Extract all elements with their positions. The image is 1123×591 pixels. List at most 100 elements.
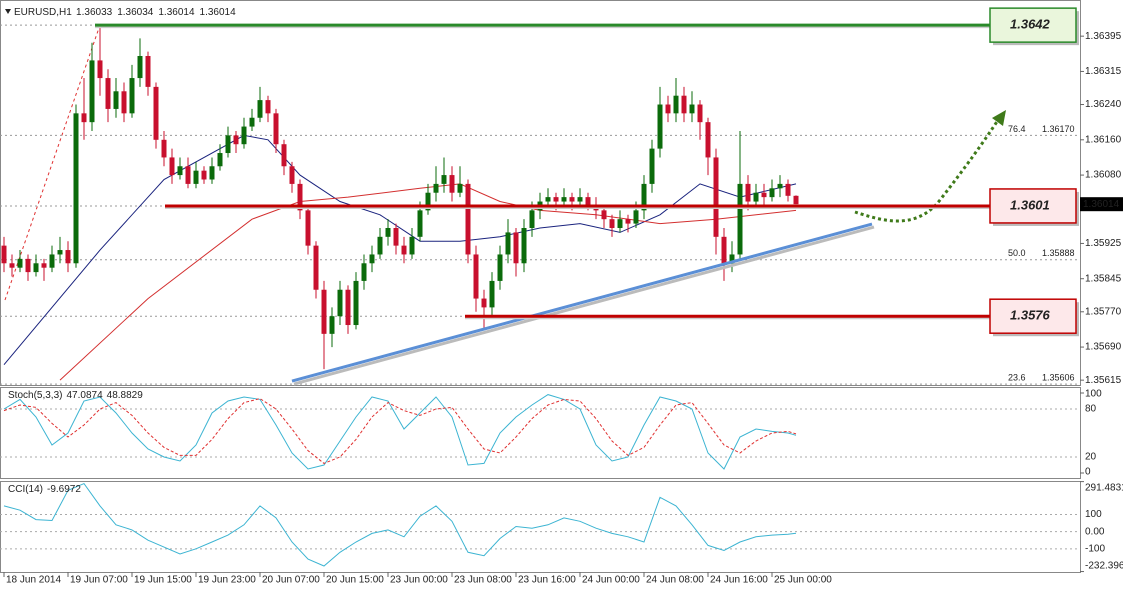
candle-body	[513, 232, 519, 264]
candle-body	[57, 250, 63, 255]
candle-body	[649, 148, 655, 184]
main-panel	[0, 0, 1081, 386]
candle-body	[481, 298, 487, 308]
candle-body	[553, 197, 559, 202]
x-tick-label: 20 Jun 15:00	[326, 575, 384, 586]
candle-body	[337, 289, 343, 317]
fib-base-line	[4, 24, 101, 301]
candle-body	[257, 100, 263, 118]
candle-body	[273, 113, 279, 145]
indicator-value: 48.8829	[107, 390, 144, 401]
candle-body	[545, 197, 551, 202]
y-tick-label: 100	[1085, 389, 1102, 400]
y-tick-label: 0	[1085, 467, 1091, 478]
candle-body	[753, 192, 759, 202]
candle-body	[41, 263, 47, 268]
candle-body	[145, 56, 151, 87]
candle-body	[505, 232, 511, 255]
candle-body	[449, 175, 455, 193]
indicator-line	[3, 482, 797, 567]
x-tick-label: 23 Jun 00:00	[390, 575, 448, 586]
candle-body	[73, 113, 79, 264]
header-price: 1.36033	[76, 7, 113, 18]
indicator-value: -9.6972	[47, 484, 81, 495]
menu-arrow[interactable]	[5, 9, 11, 14]
candle-body	[361, 263, 367, 281]
candle-body	[761, 192, 767, 198]
current-price: 1.36014	[1083, 199, 1120, 210]
candle-body	[225, 135, 231, 154]
y-tick-label: 1.35770	[1085, 306, 1122, 317]
x-tick-label: 24 Jun 00:00	[582, 575, 640, 586]
indicator-title: Stoch(5,3,3) 47.0874 48.8829	[8, 390, 143, 401]
candle-body	[161, 139, 167, 158]
candle-body	[737, 183, 743, 255]
x-tick-label: 19 Jun 23:00	[198, 575, 256, 586]
y-tick-label: 20	[1085, 452, 1097, 463]
candle-body	[9, 263, 15, 268]
candle-body	[601, 210, 607, 220]
candle-body	[465, 183, 471, 255]
candle-body	[473, 254, 479, 299]
indicator-name: CCI(14)	[8, 484, 43, 495]
candle-body	[497, 254, 503, 281]
candle-body	[433, 183, 439, 193]
fib-price: 1.36170	[1042, 124, 1075, 134]
y-tick-label: 1.36395	[1085, 31, 1122, 42]
candle-body	[697, 104, 703, 123]
candle-body	[793, 195, 799, 205]
candle-body	[233, 135, 239, 145]
candle-body	[89, 60, 95, 123]
candle-body	[577, 197, 583, 202]
candle-body	[113, 91, 119, 109]
y-tick-label: -232.3962	[1085, 561, 1123, 572]
candle-body	[1, 245, 7, 264]
x-tick-label: 20 Jun 07:00	[262, 575, 320, 586]
level-label: 1.3576	[1010, 308, 1051, 323]
y-tick-label: 1.36080	[1085, 170, 1122, 181]
candle-body	[217, 153, 223, 167]
header-price: 1.36014	[158, 7, 195, 18]
x-tick-label: 25 Jun 00:00	[774, 575, 832, 586]
indicator-line	[3, 398, 797, 464]
y-tick-label: 1.35925	[1085, 238, 1122, 249]
fib-ratio: 50.0	[1008, 248, 1026, 258]
candle-body	[97, 60, 103, 79]
y-tick-label: 1.35690	[1085, 342, 1122, 353]
candle-body	[705, 122, 711, 158]
candle-body	[209, 166, 215, 180]
candle-body	[353, 280, 359, 326]
y-tick-label: 0.00	[1085, 526, 1105, 537]
candle-body	[625, 219, 631, 224]
candle-body	[641, 183, 647, 211]
candle-body	[409, 236, 415, 255]
stoch-panel	[0, 387, 1081, 479]
candle-body	[137, 56, 143, 79]
candle-body	[345, 289, 351, 326]
trendline-shadow	[293, 225, 875, 386]
candle-body	[329, 316, 335, 334]
candle-body	[617, 219, 623, 229]
candle-body	[385, 228, 391, 237]
level-box	[989, 298, 1077, 334]
level-box	[989, 188, 1077, 224]
candle-body	[313, 245, 319, 290]
candle-body	[169, 157, 175, 176]
candle-body	[193, 170, 199, 184]
candle-body	[17, 258, 23, 268]
candle-body	[249, 117, 255, 127]
candle-body	[401, 245, 407, 255]
fib-ratio: 76.4	[1008, 124, 1026, 134]
candle-body	[665, 104, 671, 114]
candle-body	[33, 263, 39, 273]
current-price-box	[1080, 197, 1123, 212]
moving-average	[3, 134, 797, 366]
candle-body	[369, 254, 375, 264]
x-tick-label: 24 Jun 16:00	[710, 575, 768, 586]
candle-body	[769, 188, 775, 198]
indicator-value: 47.0874	[66, 390, 103, 401]
fib-ratio: 23.6	[1008, 372, 1026, 382]
y-tick-label: 1.36160	[1085, 134, 1122, 145]
x-tick-label: 19 Jun 15:00	[134, 575, 192, 586]
